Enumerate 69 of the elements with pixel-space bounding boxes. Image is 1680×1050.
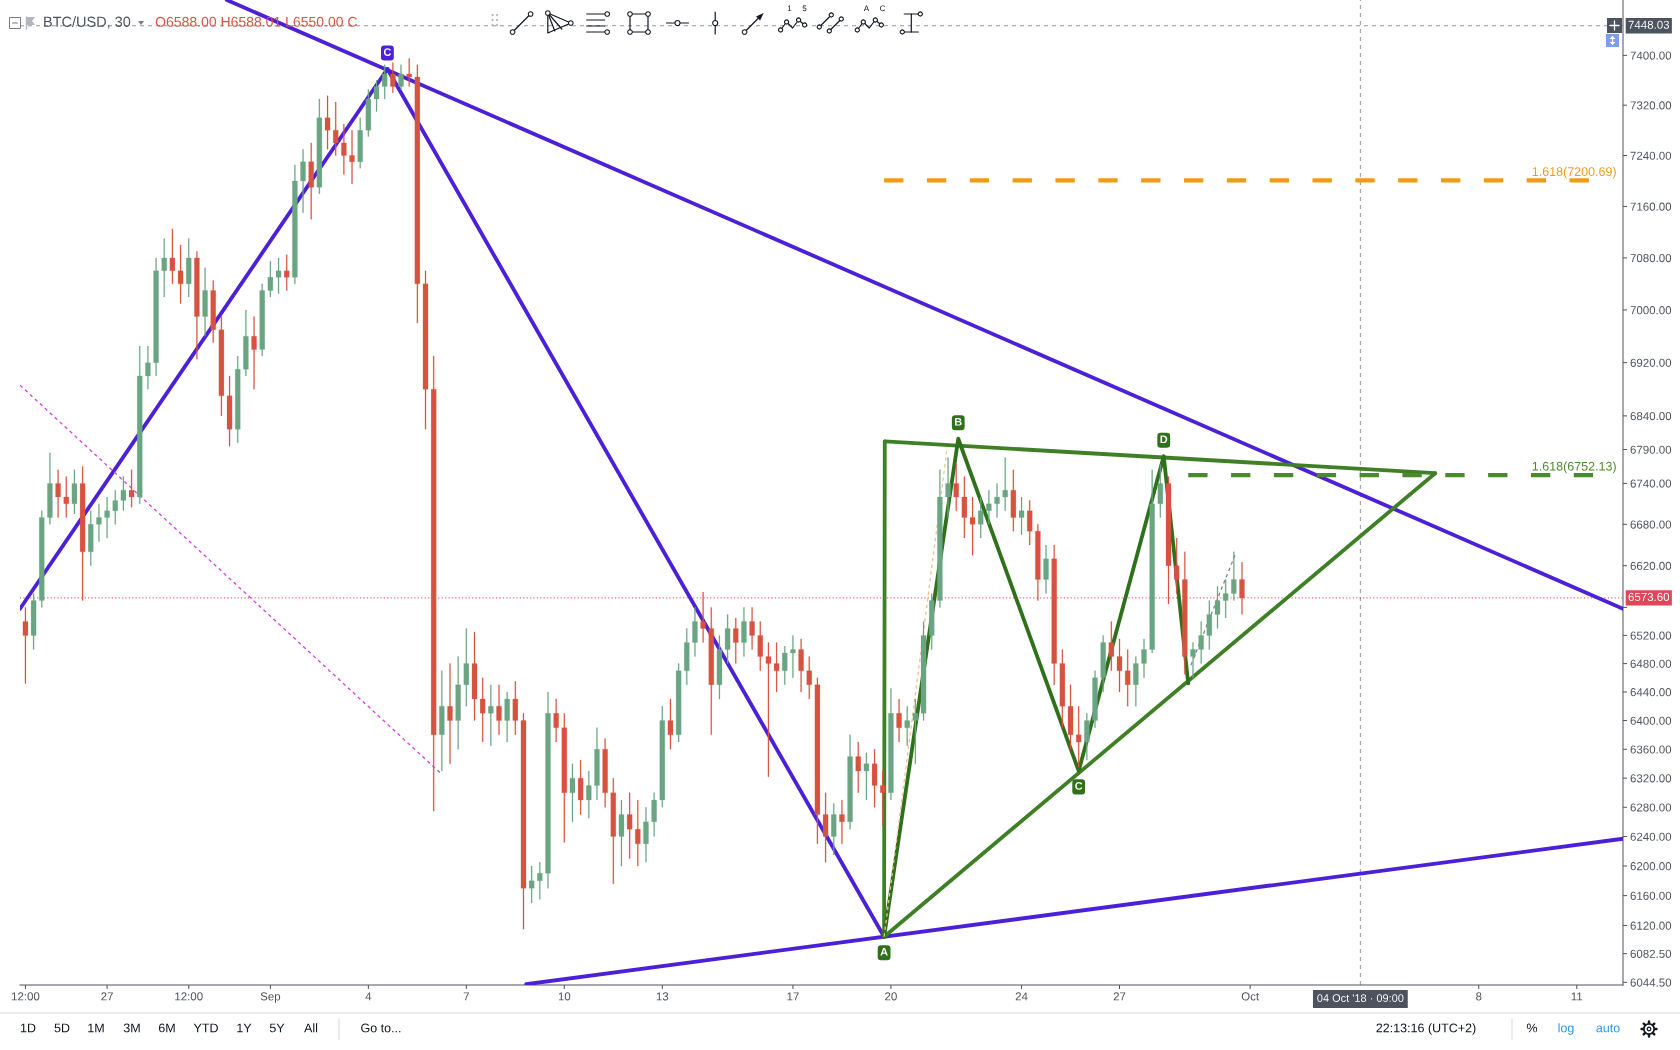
text: 22:13:16 (UTC+2): [1376, 1023, 1476, 1035]
x-tick-label: Sep: [260, 992, 281, 1003]
y-tick-label: 6360.00: [1630, 745, 1672, 754]
y-tick-label: 7000.00: [1630, 306, 1672, 315]
series-label: 1.618(6752.13): [1532, 461, 1616, 474]
y-tick-label: 6120.00: [1630, 921, 1672, 930]
y-tick-label: 6160.00: [1630, 891, 1672, 900]
x-tick-label: 4: [365, 992, 372, 1001]
y-tick-label: 6280.00: [1630, 803, 1672, 812]
annotation: 5: [802, 5, 807, 12]
y-tick-label: 6240.00: [1630, 832, 1672, 841]
text: 5Y: [269, 1023, 285, 1033]
x-tick-label: 7: [463, 992, 469, 1001]
data-label: C: [383, 48, 392, 56]
annotation: C: [880, 5, 886, 12]
y-tick-label: 6400.00: [1630, 716, 1672, 725]
y-tick-label: 7080.00: [1630, 254, 1672, 263]
x-tick-label: 27: [101, 992, 113, 1001]
text: 3M: [123, 1023, 140, 1033]
x-tick-label: 13: [656, 992, 669, 1001]
text: Go to...: [361, 1023, 401, 1033]
y-tick-label: 6044.50: [1630, 978, 1672, 987]
y-tick-label: 6680.00: [1630, 520, 1672, 529]
text: 6M: [158, 1023, 175, 1033]
text: log: [1558, 1023, 1574, 1035]
y-tick-label: 6200.00: [1630, 862, 1672, 871]
text: 1M: [88, 1023, 104, 1033]
text: 1Y: [237, 1023, 252, 1033]
text: YTD: [193, 1023, 218, 1033]
y-tick-label: 6440.00: [1630, 688, 1672, 697]
annotation: 1: [787, 5, 792, 12]
x-tick-label: 12:00: [11, 992, 40, 1001]
x-tick-label: Oct: [1241, 992, 1260, 1001]
x-tick-label: 10: [558, 992, 571, 1001]
x-tick-label: 17: [787, 992, 799, 1001]
y-tick-label: 6480.00: [1630, 659, 1672, 668]
x-tick-label: 20: [885, 992, 897, 1001]
ref-line-label: 04 Oct '18 · 09:00: [1317, 994, 1404, 1002]
x-tick-label: 27: [1113, 992, 1126, 1001]
ref-line-label: 7448.03: [1628, 20, 1670, 29]
y-tick-label: 6840.00: [1630, 412, 1672, 421]
y-tick-label: 6790.00: [1630, 445, 1672, 454]
y-tick-label: 7320.00: [1630, 101, 1672, 110]
y-tick-label: 6740.00: [1630, 479, 1672, 488]
data-label: C: [1075, 782, 1083, 790]
text: 5D: [54, 1023, 70, 1033]
data-label: D: [1160, 435, 1168, 444]
annotation: A: [863, 5, 870, 12]
data-label: B: [955, 418, 962, 426]
y-tick-label: 6920.00: [1630, 358, 1672, 367]
text: auto: [1596, 1024, 1620, 1033]
x-tick-label: 24: [1015, 992, 1028, 1001]
text: BTC/USD, 30: [44, 16, 131, 29]
y-tick-label: 6082.50: [1630, 949, 1672, 958]
text: All: [304, 1023, 318, 1033]
y-tick-label: 7160.00: [1630, 202, 1672, 211]
ref-line-label: 6573.60: [1628, 592, 1670, 601]
text: 1D: [20, 1023, 36, 1033]
y-tick-label: 6320.00: [1630, 774, 1672, 783]
y-tick-label: 7240.00: [1630, 151, 1672, 160]
y-tick-label: 7400.00: [1630, 51, 1672, 60]
x-tick-label: 12:00: [175, 992, 203, 1001]
x-tick-label: 8: [1476, 992, 1482, 1001]
series-label: 1.618(7200.69): [1532, 166, 1616, 179]
y-tick-label: 6520.00: [1630, 631, 1672, 640]
text: %: [1526, 1023, 1538, 1033]
y-tick-label: 6620.00: [1630, 561, 1672, 570]
x-tick-label: 11: [1571, 992, 1583, 1001]
data-label: A: [880, 948, 888, 956]
